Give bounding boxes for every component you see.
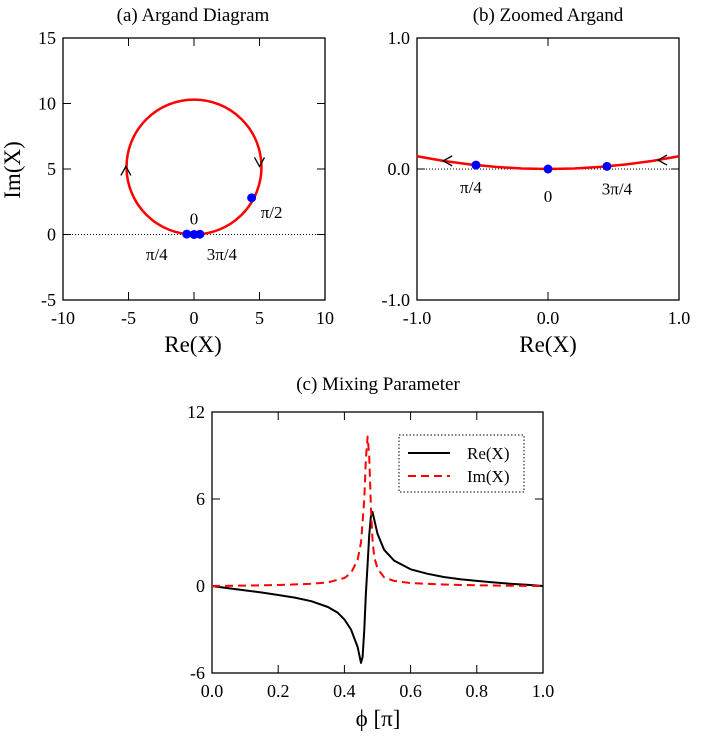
panel-b-data-point <box>471 160 481 170</box>
panel-a-point-label: π/4 <box>146 245 168 264</box>
panel-c-legend: Re(X) Im(X) <box>398 434 525 493</box>
panel-b-direction-arrow-icon <box>656 154 668 166</box>
panel-c-x-tick-label: 0.6 <box>399 681 422 701</box>
panel-a-y-tick-label: 15 <box>38 28 56 48</box>
panel-c-series-re-line <box>211 511 544 664</box>
panel-b-x-axis-label: Re(X) <box>519 332 576 357</box>
panel-a-data-point <box>182 229 192 239</box>
panel-a-y-axis-label: Im(X) <box>0 141 25 198</box>
panel-b-data-point <box>602 161 612 171</box>
panel-b-x-tick-label: 1.0 <box>668 308 691 328</box>
panel-a-plot-frame <box>62 37 326 301</box>
panel-a-argand-diagram: (a) Argand Diagram Re(X) Im(X) -10 -5 0 5 10… <box>0 5 334 357</box>
panel-b-title: (b) Zoomed Argand <box>473 5 624 26</box>
panel-a-data-point <box>195 229 205 239</box>
legend-label-im: Im(X) <box>467 467 509 486</box>
legend-box <box>398 434 525 493</box>
panel-c-x-tick-label: 0.8 <box>466 681 489 701</box>
panel-b-x-tick-label: -1.0 <box>403 308 432 328</box>
panel-c-y-tick-label: -6 <box>190 663 205 683</box>
panel-a-x-tick-label: 5 <box>255 308 264 328</box>
panel-c-mixing-parameter: (c) Mixing Parameter ϕ [π] 0.0 0.2 0.4 0.6 0… <box>187 374 554 731</box>
panel-c-y-tick-label: 6 <box>196 489 205 509</box>
legend-label-re: Re(X) <box>467 444 509 463</box>
panel-c-y-tick-label: 12 <box>187 402 205 422</box>
panel-a-point-label: 0 <box>190 210 199 229</box>
panel-a-data-point <box>247 193 257 203</box>
panel-a-title: (a) Argand Diagram <box>117 5 270 26</box>
panel-a-direction-arrow-icon <box>120 165 132 176</box>
panel-c-x-tick-label: 0.2 <box>267 681 290 701</box>
panel-a-y-tick-label: 0 <box>47 225 56 245</box>
panel-c-y-tick-label: 0 <box>196 576 205 596</box>
panel-c-x-tick-label: 0.0 <box>201 681 224 701</box>
panel-a-x-tick-label: -5 <box>121 308 136 328</box>
panel-b-zoomed-argand: (b) Zoomed Argand Re(X) -1.0 0.0 1.0 -1.0 0.… <box>382 5 691 357</box>
panel-a-y-tick-label: 10 <box>38 94 56 114</box>
panel-b-data-point <box>543 164 553 174</box>
panel-b-y-tick-label: 0.0 <box>388 159 411 179</box>
panel-c-x-tick-label: 0.4 <box>333 681 356 701</box>
panel-c-x-axis-label: ϕ [π] <box>356 706 401 731</box>
panel-b-direction-arrow-icon <box>441 155 453 167</box>
panel-a-y-tick-label: 5 <box>47 159 56 179</box>
panel-b-y-tick-label: -1.0 <box>382 290 411 310</box>
panel-c-plot-frame <box>211 411 544 674</box>
panel-a-x-tick-label: 0 <box>190 308 199 328</box>
panel-b-y-tick-label: 1.0 <box>388 28 411 48</box>
panel-a-x-axis-label: Re(X) <box>164 332 221 357</box>
panel-c-title: (c) Mixing Parameter <box>296 374 460 395</box>
panel-c-x-tick-label: 1.0 <box>532 681 555 701</box>
panel-a-x-tick-label: -10 <box>51 308 75 328</box>
panel-b-x-tick-label: 0.0 <box>537 308 560 328</box>
panel-a-point-label: 3π/4 <box>207 245 238 264</box>
panel-c-series-im-line <box>211 435 544 587</box>
panel-a-x-tick-label: 10 <box>316 308 334 328</box>
panel-b-point-label: 3π/4 <box>602 179 633 198</box>
panel-a-point-label: π/2 <box>261 203 283 222</box>
panel-b-point-label: 0 <box>544 187 553 206</box>
panel-b-point-label: π/4 <box>460 178 482 197</box>
panel-a-direction-arrow-icon <box>253 157 266 168</box>
panel-a-y-tick-label: -5 <box>41 290 56 310</box>
